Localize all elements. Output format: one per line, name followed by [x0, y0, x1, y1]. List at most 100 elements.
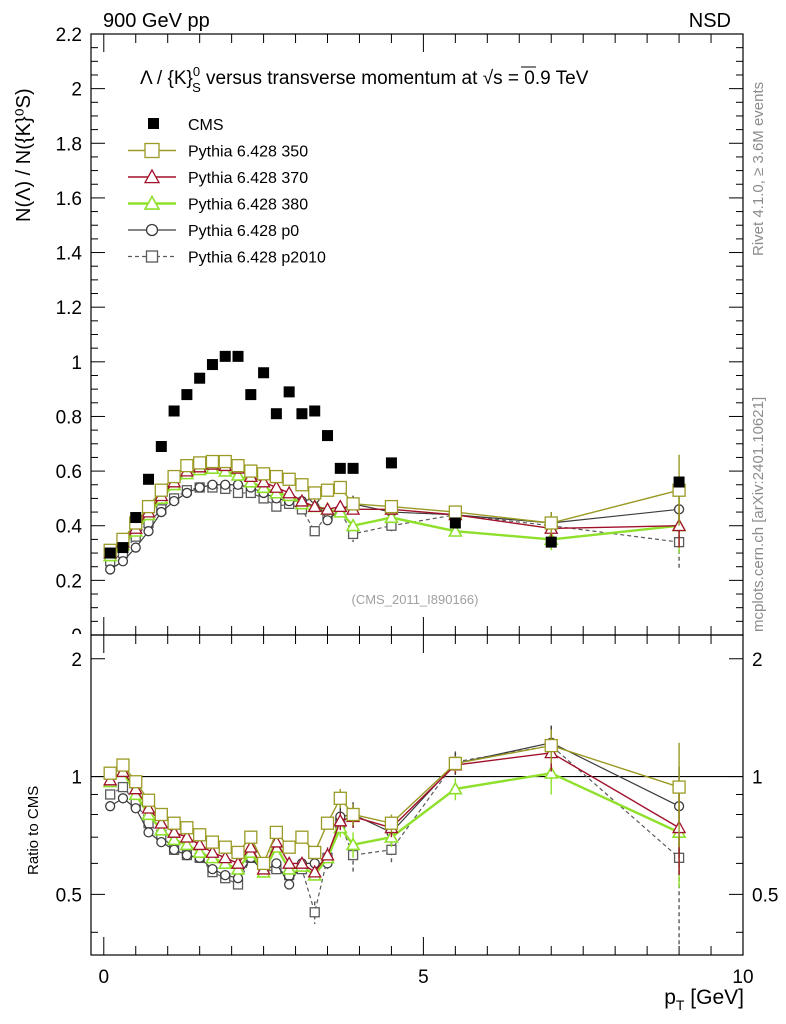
- cms-point: [545, 536, 557, 548]
- p350-point: [448, 505, 463, 519]
- legend-p350-label: Pythia 6.428 350: [188, 144, 308, 161]
- cms-point: [232, 350, 244, 362]
- ratio-y-tick-label: 1: [71, 768, 82, 789]
- p0-point: [284, 879, 295, 890]
- p370-point: [269, 480, 284, 493]
- p350-point: [244, 830, 258, 844]
- p380-point: [345, 518, 361, 532]
- p380-point: [166, 831, 182, 846]
- p380-point: [179, 836, 195, 851]
- cms-point: [283, 386, 295, 398]
- p370-point: [294, 493, 310, 507]
- p350-point: [295, 478, 309, 492]
- p380-point: [153, 822, 169, 836]
- p0-point: [220, 479, 231, 490]
- p350-point: [154, 807, 168, 822]
- main-y-tick-label: 1.6: [56, 189, 82, 210]
- p0-point: [156, 836, 167, 848]
- cms-point: [168, 405, 180, 417]
- p370-point: [218, 850, 233, 864]
- p350-point: [180, 458, 194, 473]
- p350-point: [320, 816, 335, 830]
- p350-point: [141, 793, 156, 807]
- p370-point: [320, 847, 335, 861]
- p350-point: [116, 758, 130, 772]
- p2010-point: [117, 781, 129, 793]
- p370-point: [230, 856, 246, 869]
- p350-point: [167, 469, 181, 484]
- x-axis-label: pT [GeV]: [664, 986, 744, 1013]
- p0-point: [194, 482, 205, 493]
- rivet-version-label: Rivet 4.1.0, ≥ 3.6M events: [750, 82, 767, 256]
- cms-point: [104, 547, 116, 559]
- legend-entry-p350: Pythia 6.428 350: [128, 142, 308, 161]
- main-series-layer: [102, 350, 687, 575]
- p0-point: [220, 869, 231, 881]
- p0-point: [143, 526, 154, 537]
- p0-point: [105, 801, 116, 812]
- ratio-y-tick-label-right: 0.5: [752, 885, 778, 906]
- p370-point: [333, 499, 348, 513]
- main-y-tick-label: 1.2: [56, 298, 82, 319]
- p350-point: [308, 486, 322, 500]
- p350-point: [672, 780, 686, 794]
- cms-point: [219, 350, 231, 362]
- analysis-id-label: (CMS_2011_I890166): [352, 592, 479, 607]
- p0-point: [143, 827, 154, 838]
- p0-point: [156, 506, 167, 518]
- p350-point: [193, 456, 207, 470]
- cms-point: [117, 542, 129, 554]
- series-p350: [103, 454, 686, 557]
- p380-point: [345, 836, 361, 851]
- plot-title: Λ / {K}0 S versus transverse momentum at …: [140, 64, 589, 95]
- cms-point: [181, 389, 193, 401]
- legend-p370-label: Pythia 6.428 370: [188, 170, 308, 187]
- p370-point: [205, 845, 220, 858]
- ratio-series-p350: [103, 729, 686, 871]
- main-y-tick-label: 0: [71, 626, 82, 647]
- p350-point: [333, 791, 347, 805]
- legend-entry-cms: CMS: [148, 117, 224, 134]
- x-tick-label: 5: [418, 967, 429, 988]
- p380-point: [192, 844, 208, 859]
- p2010-point: [309, 907, 320, 918]
- ratio-y-tick-label: 2: [71, 650, 82, 671]
- main-y-tick-label: 0.6: [56, 462, 82, 483]
- x-tick-label: 10: [732, 967, 753, 988]
- legend: CMS Pythia 6.428 350 Pythia 6.428 370 Pythi…: [128, 117, 326, 267]
- p380-point: [230, 467, 246, 481]
- p0-point: [117, 793, 129, 804]
- p350-point: [180, 821, 194, 835]
- cms-point: [673, 476, 685, 488]
- p350-point: [384, 499, 399, 514]
- cms-point: [334, 462, 346, 474]
- energy-label: 900 GeV pp: [103, 10, 210, 32]
- p350-point: [103, 766, 117, 780]
- p350-point: [269, 469, 284, 484]
- p0-point: [207, 864, 218, 875]
- p350-point: [129, 775, 143, 789]
- x-axis: 0 5 10: [98, 34, 754, 988]
- p0-point: [207, 479, 218, 490]
- p0-point: [117, 556, 129, 567]
- main-y-tick-label: 0.8: [56, 407, 82, 428]
- legend-p350-marker: [144, 142, 160, 159]
- p350-point: [544, 516, 558, 530]
- p370-point: [282, 485, 297, 499]
- cms-point: [449, 517, 461, 529]
- main-y-tick-label: 0.2: [56, 571, 82, 592]
- p0-point: [105, 564, 116, 575]
- p350-point: [282, 472, 296, 486]
- p350-point: [256, 467, 271, 481]
- p370-point: [333, 813, 348, 827]
- x-tick-label: 0: [98, 967, 109, 988]
- p350-point: [231, 458, 245, 473]
- p0-point: [168, 495, 180, 507]
- p380-point: [447, 781, 463, 795]
- legend-cms-marker: [148, 118, 159, 129]
- p370-point: [269, 834, 284, 848]
- p0-point: [181, 487, 193, 499]
- series-cms: [104, 350, 685, 559]
- legend-entry-p370: Pythia 6.428 370: [128, 168, 308, 187]
- legend-p0-label: Pythia 6.428 p0: [188, 223, 299, 240]
